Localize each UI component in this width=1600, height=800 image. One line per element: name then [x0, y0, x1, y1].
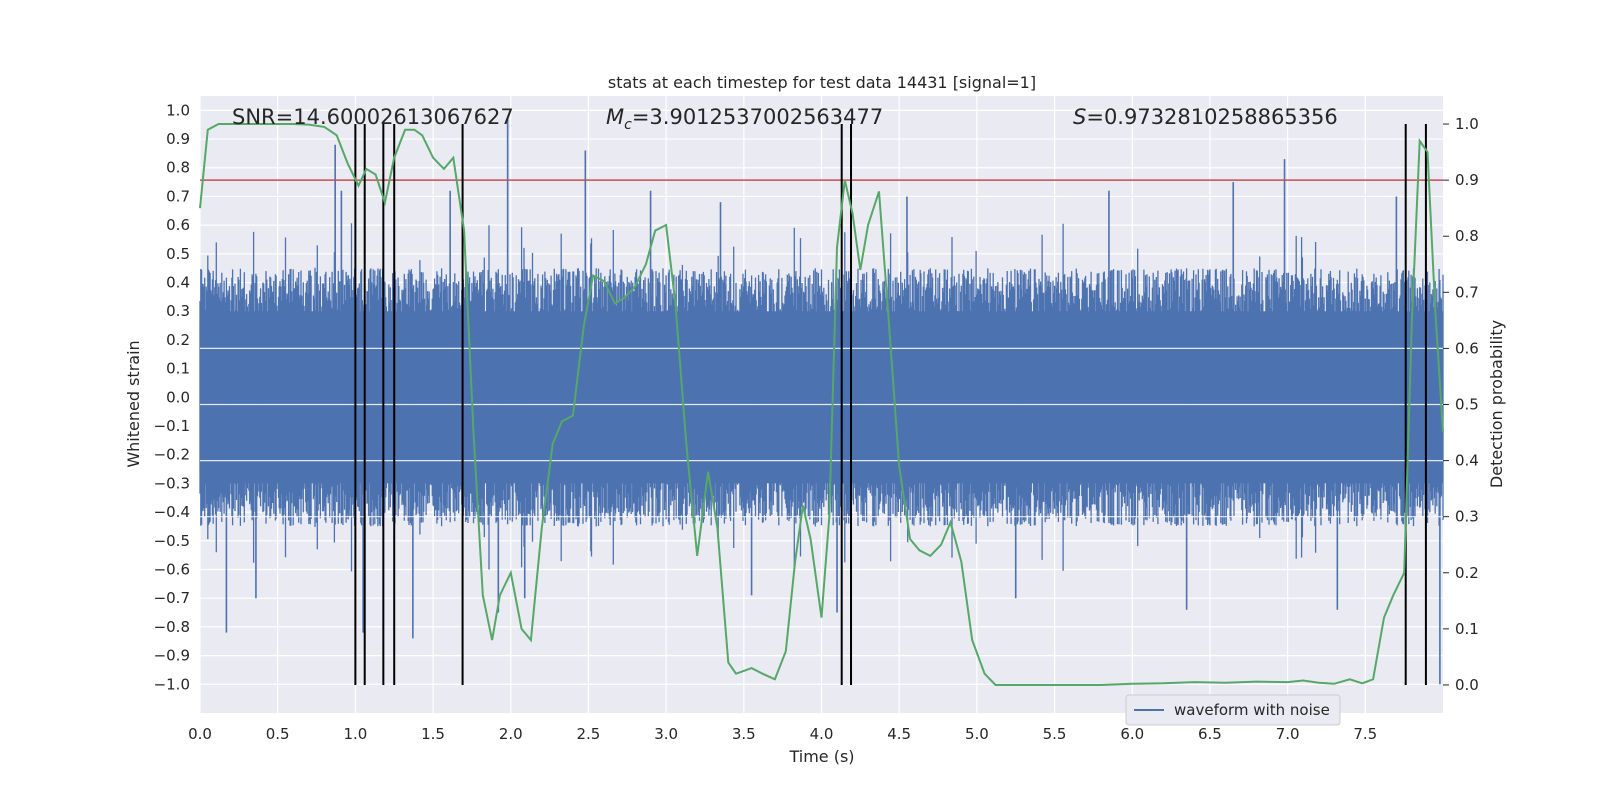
x-tick-label: 7.0	[1276, 725, 1300, 743]
y-left-tick-label: 0.3	[166, 302, 190, 320]
y-right-tick-label: 0.0	[1455, 676, 1479, 694]
y-right-axis-label: Detection probability	[1487, 320, 1506, 488]
x-tick-label: 0.5	[266, 725, 290, 743]
y-left-tick-label: 0.4	[166, 274, 190, 292]
y-right-tick-label: 0.8	[1455, 227, 1479, 245]
x-tick-labels: 0.0 0.5 1.0 1.5 2.0 2.5 3.0 3.5 4.0 4.5 5.0 5.5 6.0 6…	[188, 725, 1377, 743]
y-right-tick-label: 0.2	[1455, 564, 1479, 582]
x-tick-label: 2.0	[499, 725, 523, 743]
y-right-tick-labels: 1.0 0.9 0.8 0.7 0.6 0.5 0.4 0.3 0.2 0.1 0.0	[1443, 115, 1479, 694]
y-left-axis-label: Whitened strain	[124, 340, 143, 467]
chart-title: stats at each timestep for test data 144…	[608, 73, 1036, 92]
waveform-series	[199, 118, 1444, 685]
detection-probability-line	[199, 123, 1444, 686]
legend: waveform with noise	[1125, 694, 1341, 726]
x-tick-label: 1.5	[421, 725, 445, 743]
y-left-tick-label: −0.6	[154, 561, 190, 579]
y-left-tick-label: 0.2	[166, 331, 190, 349]
y-right-tick-label: 0.5	[1455, 396, 1479, 414]
y-right-tick-label: 0.3	[1455, 508, 1479, 526]
y-left-tick-label: −0.7	[154, 589, 190, 607]
snr-annotation: SNR=14.60002613067627	[232, 105, 514, 129]
y-left-tick-label: 0.0	[166, 388, 190, 406]
y-left-tick-label: 0.1	[166, 360, 190, 378]
x-tick-label: 1.0	[343, 725, 367, 743]
x-tick-label: 4.5	[887, 725, 911, 743]
s-annotation: S=0.9732810258865356	[1073, 105, 1338, 129]
y-left-tick-label: −0.5	[154, 532, 190, 550]
y-right-tick-label: 1.0	[1455, 115, 1479, 133]
y-left-tick-label: 0.7	[166, 187, 190, 205]
y-left-tick-label: −0.2	[154, 446, 190, 464]
x-tick-label: 7.5	[1353, 725, 1377, 743]
y-left-tick-label: 0.8	[166, 159, 190, 177]
legend-box	[1125, 694, 1341, 726]
y-left-tick-label: −0.4	[154, 503, 190, 521]
y-right-tick-label: 0.1	[1455, 620, 1479, 638]
y-left-tick-label: −0.8	[154, 618, 190, 636]
y-left-tick-label: −1.0	[154, 675, 190, 693]
x-tick-label: 3.5	[732, 725, 756, 743]
y-left-tick-label: 0.5	[166, 245, 190, 263]
y-right-tick-label: 0.4	[1455, 452, 1479, 470]
x-tick-label: 6.5	[1198, 725, 1222, 743]
y-left-tick-label: −0.9	[154, 647, 190, 665]
x-tick-label: 6.0	[1120, 725, 1144, 743]
y-left-tick-label: 0.6	[166, 216, 190, 234]
chirp-mass-annotation: Mc=3.9012537002563477	[606, 105, 883, 133]
x-tick-label: 5.0	[965, 725, 989, 743]
x-axis-label: Time (s)	[788, 747, 854, 766]
x-tick-label: 2.5	[577, 725, 601, 743]
legend-label: waveform with noise	[1174, 701, 1330, 719]
waveform-dense-band	[200, 311, 1443, 484]
y-left-tick-label: −0.3	[154, 474, 190, 492]
y-left-tick-label: 0.9	[166, 130, 190, 148]
x-tick-label: 0.0	[188, 725, 212, 743]
y-right-tick-label: 0.9	[1455, 171, 1479, 189]
y-left-tick-label: 1.0	[166, 101, 190, 119]
y-left-tick-labels: 1.0 0.9 0.8 0.7 0.6 0.5 0.4 0.3 0.2 0.1 0.0 −0.1 −0.…	[154, 101, 190, 693]
x-tick-label: 3.0	[654, 725, 678, 743]
y-right-tick-label: 0.7	[1455, 283, 1479, 301]
x-tick-label: 5.5	[1043, 725, 1067, 743]
x-tick-label: 4.0	[810, 725, 834, 743]
y-left-tick-label: −0.1	[154, 417, 190, 435]
y-right-tick-label: 0.6	[1455, 339, 1479, 357]
